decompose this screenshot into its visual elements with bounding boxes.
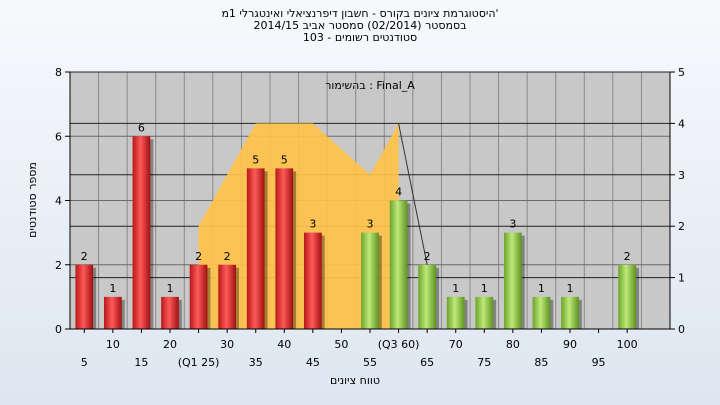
bar-value-label: 1 [481,282,488,295]
x-tick-label: 40 [277,338,291,351]
bar-value-label: 1 [167,282,174,295]
bar [418,264,436,329]
bar-value-label: 3 [509,218,516,231]
bar [561,296,579,329]
x-tick-label: (Q1 25) [178,356,220,369]
bar [532,296,551,329]
y-tick-label: 2 [55,259,62,272]
bar [218,264,236,329]
x-tick-label: 95 [592,356,606,369]
x-tick-label: (Q3 60) [378,338,420,351]
x-tick-label: 65 [420,356,434,369]
y-tick-label: 6 [55,130,62,143]
guide-line [398,123,428,265]
bar-value-label: 2 [195,250,202,263]
y-tick-label: 4 [55,195,62,208]
x-tick-label: 45 [306,356,320,369]
bar-value-label: 3 [309,218,316,231]
y2-tick-label: 2 [678,220,685,233]
x-tick-label: 100 [617,338,638,351]
bar [304,232,322,329]
bar [75,264,94,329]
x-tick-label: 70 [449,338,463,351]
x-tick-label: 10 [106,338,120,351]
bar-value-label: 2 [424,250,431,263]
x-tick-label: 20 [163,338,177,351]
bar [161,296,179,329]
bar [246,168,265,329]
x-tick-label: 35 [249,356,263,369]
bar-value-label: 5 [252,153,259,166]
bar-value-label: 3 [367,218,374,231]
x-tick-label: 75 [477,356,491,369]
chart-title: היסטוגרמת ציונים בקורס - חשבון דיפרנציאל… [0,8,720,44]
bar-value-label: 2 [224,250,231,263]
y-axis-title: מספר סטודנטים [26,162,39,238]
bar [618,264,636,329]
y2-tick-label: 1 [678,272,685,285]
x-tick-label: 50 [334,338,348,351]
y2-tick-label: 5 [678,66,685,79]
x-tick-label: 55 [363,356,377,369]
bar-value-label: 2 [624,250,631,263]
bar [104,296,122,329]
bar-value-label: 2 [81,250,88,263]
bar [361,232,379,329]
chart-title-line-3: סטודנטים רשומים - 103 [302,31,418,44]
bar [446,296,465,329]
bar [504,232,522,329]
bar-value-label: 1 [452,282,459,295]
bar-value-label: 1 [109,282,116,295]
bar [189,264,208,329]
x-tick-label: 90 [563,338,577,351]
bar-value-label: 1 [538,282,545,295]
chart-title-line-1: היסטוגרמת ציונים בקורס - חשבון דיפרנציאל… [221,7,499,20]
bar-value-label: 5 [281,153,288,166]
x-tick-label: 85 [534,356,548,369]
bar [475,296,494,329]
bar-value-label: 4 [395,186,402,199]
y2-tick-label: 4 [678,117,685,130]
bar [132,136,151,329]
y2-tick-label: 3 [678,169,685,182]
bar-value-label: 1 [567,282,574,295]
x-axis-title: טווח ציונים [330,374,380,387]
chart-annotation: בהשימור : Final_A [325,79,415,92]
x-tick-label: 30 [220,338,234,351]
x-tick-label: 5 [81,356,88,369]
chart-title-line-2: בסמסטר (02/2014) סמסטר אביב 2014/15 [253,19,467,32]
bar [389,200,408,329]
bar-value-label: 6 [138,121,145,134]
x-tick-label: 80 [506,338,520,351]
y-tick-label: 8 [55,66,62,79]
x-tick-label: 15 [134,356,148,369]
y2-tick-label: 0 [678,323,685,336]
y-tick-label: 0 [55,323,62,336]
bar [275,168,294,329]
